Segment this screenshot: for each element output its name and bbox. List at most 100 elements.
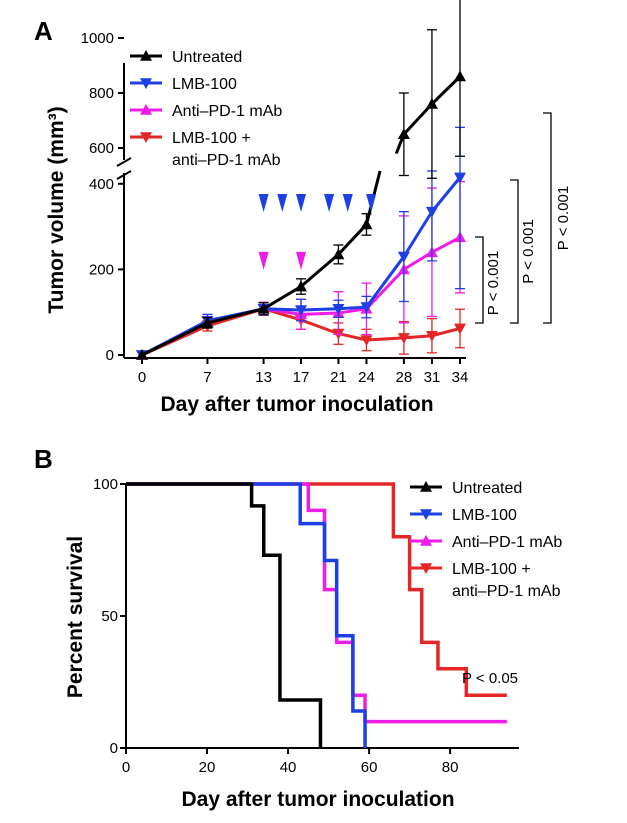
series-line-combo — [431, 327, 461, 338]
panel-b-label: B — [34, 444, 53, 474]
dose-marker-lmb100 — [277, 194, 288, 213]
data-point-lmb100 — [397, 251, 410, 263]
x-tick-label: 40 — [280, 759, 297, 776]
series-line-lmb100 — [300, 307, 339, 312]
survival-curve-untreated — [126, 482, 323, 748]
legend-label-combo: anti–PD-1 mAb — [172, 152, 281, 169]
series-line-lmb100 — [402, 210, 434, 258]
legend-marker-antipd1 — [140, 104, 152, 115]
dose-marker-antipd1 — [258, 251, 269, 270]
dose-marker-antipd1 — [296, 251, 306, 270]
legend-marker-combo — [140, 132, 152, 143]
data-point-lmb100 — [454, 172, 466, 184]
significance-bracket — [543, 112, 552, 324]
y-tick-label: 400 — [89, 176, 114, 193]
series-line-untreated — [337, 223, 368, 256]
x-tick-label: 60 — [361, 759, 378, 776]
y-tick-label: 0 — [106, 347, 114, 364]
significance-bracket — [510, 179, 519, 324]
legend-label-antipd1: Anti–PD-1 mAb — [452, 534, 562, 551]
panel-a-axis-break-mark — [116, 157, 132, 167]
x-tick-label: 21 — [330, 369, 347, 386]
legend-marker-lmb100 — [420, 509, 432, 520]
y-tick-label: 100 — [93, 476, 118, 493]
panel-b-p-value: P < 0.05 — [462, 670, 518, 687]
series-line-antipd1 — [300, 311, 339, 316]
y-tick-label: 600 — [89, 140, 114, 157]
y-tick-label: 200 — [89, 261, 114, 278]
legend-marker-untreated — [420, 481, 432, 492]
y-tick-label: 800 — [89, 85, 114, 102]
p-value-label: P < 0.001 — [485, 251, 502, 315]
data-point-combo — [397, 333, 410, 344]
dose-marker-lmb100 — [296, 194, 306, 213]
y-tick-label: 1000 — [81, 30, 114, 47]
series-line-untreated — [262, 285, 302, 311]
survival-curve-combo — [126, 482, 507, 697]
x-tick-label: 34 — [452, 369, 469, 386]
data-point-combo — [360, 335, 373, 347]
legend-label-combo: LMB-100 + — [452, 561, 531, 578]
x-tick-label: 17 — [293, 369, 310, 386]
x-tick-label: 7 — [203, 369, 211, 386]
data-point-untreated — [454, 70, 466, 82]
legend-marker-combo — [420, 563, 432, 574]
panel-a-y-axis-label: Tumor volume (mm³) — [45, 106, 68, 313]
data-point-lmb100 — [360, 302, 373, 314]
x-tick-label: 0 — [138, 369, 146, 386]
dose-marker-lmb100 — [324, 194, 335, 213]
legend-label-combo: anti–PD-1 mAb — [452, 583, 561, 600]
series-line-antipd1 — [365, 268, 405, 310]
dose-marker-lmb100 — [366, 194, 377, 213]
panel-a-legend: Untreated LMB-100 Anti–PD-1 mAb LMB-100 + an… — [130, 49, 282, 169]
legend-label-combo: LMB-100 + — [172, 130, 251, 147]
data-point-untreated — [201, 316, 214, 328]
legend-marker-lmb100 — [140, 78, 152, 89]
dose-marker-lmb100 — [258, 194, 269, 213]
panel-a-x-axis-label: Day after tumor inoculation — [160, 393, 433, 416]
legend-label-lmb100: LMB-100 — [172, 76, 237, 93]
data-point-untreated — [257, 302, 270, 314]
data-point-lmb100 — [425, 206, 438, 218]
data-point-untreated — [332, 248, 345, 260]
x-tick-label: 24 — [358, 369, 375, 386]
y-tick-label: 0 — [110, 740, 118, 757]
legend-label-untreated: Untreated — [172, 49, 242, 66]
x-tick-label: 28 — [396, 369, 413, 386]
data-point-untreated — [360, 218, 373, 230]
legend-label-lmb100: LMB-100 — [452, 507, 517, 524]
panel-b-y-axis-label: Percent survival — [64, 536, 87, 698]
legend-marker-antipd1 — [420, 535, 432, 546]
data-point-combo — [454, 323, 466, 335]
data-point-untreated — [136, 349, 148, 360]
survival-curve-lmb100 — [126, 482, 367, 748]
panel-a-label: A — [34, 16, 53, 46]
x-tick-label: 13 — [255, 369, 272, 386]
data-point-untreated — [295, 280, 307, 292]
data-point-lmb100 — [332, 303, 345, 315]
series-line-untreated — [141, 321, 209, 357]
dose-marker-lmb100 — [342, 194, 353, 213]
panel-a-axis-break-mark — [116, 170, 132, 180]
series-line-untreated — [402, 102, 434, 136]
series-line-combo — [403, 334, 433, 340]
significance-bracket — [475, 236, 484, 324]
data-point-untreated — [397, 128, 410, 140]
panel-b-legend: Untreated LMB-100 Anti–PD-1 mAb LMB-100 + an… — [410, 480, 562, 600]
panel-b-axes: 0 50 100 0 20 40 60 80 — [93, 476, 519, 776]
x-tick-label: 0 — [122, 759, 130, 776]
x-tick-label: 20 — [199, 759, 216, 776]
legend-label-antipd1: Anti–PD-1 mAb — [172, 103, 282, 120]
data-point-combo — [425, 330, 438, 342]
panel-a-dose-markers — [258, 194, 377, 270]
panel-a-series — [136, 0, 466, 361]
p-value-label: P < 0.001 — [520, 219, 537, 283]
x-tick-label: 80 — [442, 759, 459, 776]
series-line-lmb100 — [338, 305, 367, 311]
y-tick-label: 50 — [101, 608, 118, 625]
series-line-combo — [366, 336, 404, 342]
panel-b-series — [126, 482, 507, 748]
series-line-antipd1 — [338, 307, 367, 315]
series-line-lmb100 — [365, 255, 406, 308]
panel-a-axes: 0200400600800100012000713172124283134 — [81, 30, 469, 386]
